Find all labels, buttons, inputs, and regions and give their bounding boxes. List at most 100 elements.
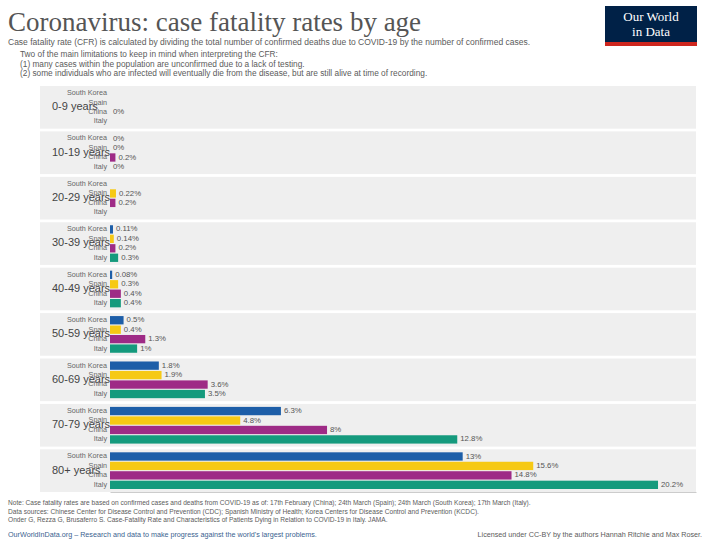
series-label: South Korea — [67, 451, 107, 460]
series-label: China — [88, 379, 107, 388]
background — [0, 0, 710, 550]
logo: Our Worldin Data — [605, 6, 697, 46]
series-label: Spain — [89, 415, 107, 424]
logo-stripe — [605, 42, 697, 46]
series-label: China — [88, 425, 107, 434]
footer-line: Note: Case fatality rates are based on c… — [8, 499, 531, 507]
data-label: 12.8% — [460, 434, 482, 443]
bar — [110, 471, 512, 479]
data-label: 15.6% — [536, 461, 558, 470]
bar — [110, 335, 145, 343]
data-label: 3.5% — [208, 389, 226, 398]
bar — [110, 108, 111, 116]
series-label: South Korea — [67, 133, 107, 142]
series-label: Italy — [94, 389, 108, 398]
data-label: 1.3% — [148, 334, 166, 343]
data-label: 13% — [466, 452, 482, 461]
panel-background — [40, 313, 696, 356]
bar — [110, 299, 121, 307]
data-label: 0% — [113, 107, 124, 116]
series-label: China — [88, 198, 107, 207]
logo-text: in Data — [632, 24, 670, 39]
series-label: China — [88, 289, 107, 298]
logo-text: Our World — [623, 9, 679, 24]
series-label: Spain — [89, 143, 107, 152]
series-label: Spain — [89, 188, 107, 197]
data-label: 1.8% — [162, 361, 180, 370]
data-label: 1% — [140, 344, 151, 353]
data-label: 0.4% — [124, 289, 142, 298]
series-label: China — [88, 243, 107, 252]
series-label: South Korea — [67, 88, 107, 97]
data-label: 0% — [113, 134, 124, 143]
source-line: OurWorldInData.org – Research and data t… — [8, 530, 317, 539]
data-label: 0.2% — [118, 153, 136, 162]
data-label: 0.08% — [115, 270, 137, 279]
bar — [110, 163, 111, 171]
series-label: Italy — [94, 116, 108, 125]
series-label: Italy — [94, 207, 108, 216]
data-label: 1.9% — [165, 370, 183, 379]
data-label: 20.2% — [661, 480, 683, 489]
subtitle: Case fatality rate (CFR) is calculated b… — [8, 37, 530, 47]
series-label: South Korea — [67, 406, 107, 415]
series-label: Spain — [89, 370, 107, 379]
note-line: (2) some individuals who are infected wi… — [20, 68, 427, 78]
bar — [110, 426, 327, 434]
bar — [110, 199, 115, 207]
data-label: 0.3% — [121, 253, 139, 262]
bar — [110, 371, 162, 379]
bar — [110, 316, 124, 324]
series-label: Italy — [94, 298, 108, 307]
data-label: 0.2% — [118, 198, 136, 207]
bar — [110, 390, 205, 398]
data-label: 0% — [113, 162, 124, 171]
bar — [110, 407, 281, 415]
data-label: 3.6% — [211, 380, 229, 389]
bar — [110, 271, 112, 279]
bar — [110, 481, 658, 489]
series-label: South Korea — [67, 315, 107, 324]
series-label: Spain — [89, 98, 107, 107]
logo-box — [605, 6, 697, 42]
series-label: Spain — [89, 279, 107, 288]
data-label: 0.4% — [124, 325, 142, 334]
labels: 0-9 yearsSouth KoreaSpainChinaItaly10-19… — [52, 88, 683, 489]
bar — [110, 189, 116, 197]
panel-background — [40, 86, 696, 129]
bar — [110, 462, 533, 470]
data-label: 0.22% — [119, 189, 141, 198]
series-label: China — [88, 107, 107, 116]
series-label: South Korea — [67, 361, 107, 370]
series-label: Spain — [89, 234, 107, 243]
data-label: 0.3% — [121, 279, 139, 288]
data-label: 0.4% — [124, 298, 142, 307]
bar — [110, 225, 113, 233]
bar — [110, 416, 240, 424]
bar — [110, 244, 115, 252]
footer-line: Data sources: Chinese Center for Disease… — [8, 508, 479, 516]
note-line: Two of the main limitations to keep in m… — [20, 49, 278, 59]
footer-line: Onder G, Rezza G, Brusaferro S. Case-Fat… — [8, 516, 388, 524]
chart-svg: Coronavirus: case fatality rates by ageC… — [0, 0, 710, 550]
panel-background — [40, 222, 696, 265]
bars — [110, 153, 658, 489]
data-label: 0.11% — [116, 224, 138, 233]
panel-background — [40, 449, 696, 492]
data-label: 14.8% — [515, 470, 537, 479]
x-axis — [111, 492, 697, 493]
bar — [110, 254, 118, 262]
panel-background — [40, 404, 696, 447]
data-label: 0.5% — [127, 315, 145, 324]
data-label: 0% — [113, 143, 124, 152]
series-label: Italy — [94, 434, 108, 443]
license: Licensed under CC-BY by the authors Hann… — [478, 530, 702, 539]
data-label: 4.8% — [243, 416, 261, 425]
data-label: 6.3% — [284, 406, 302, 415]
bar — [110, 280, 118, 288]
panel-background — [40, 358, 696, 401]
chart-container: Coronavirus: case fatality rates by ageC… — [0, 0, 710, 550]
panel-background — [40, 131, 696, 174]
bar — [110, 344, 137, 352]
series-label: Italy — [94, 253, 108, 262]
